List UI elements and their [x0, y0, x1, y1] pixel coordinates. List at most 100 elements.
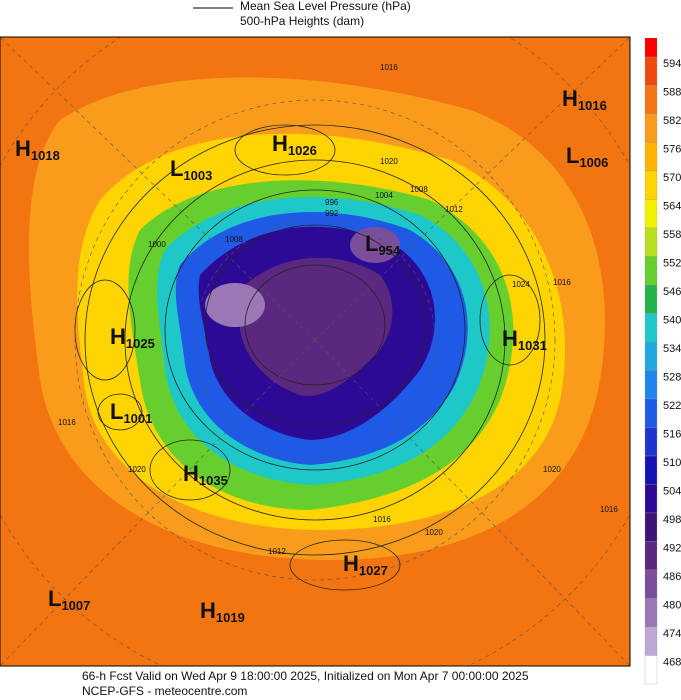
colorbar-swatch [644, 427, 658, 457]
isobar-label: 1016 [373, 515, 391, 524]
center-letter: L [566, 143, 579, 168]
colorbar-swatch [644, 341, 658, 371]
colorbar-label: 558 [663, 229, 681, 241]
center-value: 1035 [199, 473, 228, 488]
colorbar-swatch [644, 313, 658, 343]
pressure-center: L1001 [110, 399, 152, 427]
colorbar-swatch [644, 455, 658, 485]
colorbar-swatch [644, 113, 658, 143]
colorbar-label: 504 [663, 485, 681, 497]
colorbar-label: 564 [663, 200, 681, 212]
colorbar-swatch [644, 626, 658, 656]
center-value: 1016 [578, 98, 607, 113]
legend-text: Mean Sea Level Pressure (hPa) [240, 0, 411, 13]
center-value: 1018 [31, 148, 60, 163]
center-letter: H [110, 324, 126, 349]
colorbar-label: 582 [663, 115, 681, 127]
center-value: 1001 [123, 411, 152, 426]
colorbar-swatch [644, 56, 658, 86]
colorbar-label: 486 [663, 571, 681, 583]
center-value: 1019 [216, 610, 245, 625]
colorbar-label: 552 [663, 257, 681, 269]
pressure-center: H1026 [272, 131, 317, 159]
isobar-label: 1016 [58, 418, 76, 427]
center-letter: H [15, 136, 31, 161]
colorbar-swatch [644, 484, 658, 514]
map-frame [0, 36, 631, 667]
colorbar-swatch [644, 170, 658, 200]
center-letter: H [183, 461, 199, 486]
colorbar-label: 540 [663, 314, 681, 326]
center-letter: H [343, 551, 359, 576]
center-letter: H [502, 326, 518, 351]
center-letter: L [110, 399, 123, 424]
pressure-center: H1018 [15, 136, 60, 164]
isobar-label: 1012 [445, 205, 463, 214]
colorbar-label: 498 [663, 514, 681, 526]
center-value: 1025 [126, 336, 155, 351]
pressure-center: L954 [365, 231, 401, 259]
colorbar-label: 480 [663, 599, 681, 611]
center-value: 1031 [518, 338, 547, 353]
colorbar-label: 546 [663, 286, 681, 298]
colorbar-label: 528 [663, 371, 681, 383]
isobar-label: 1000 [148, 240, 166, 249]
colorbar-label: 576 [663, 143, 681, 155]
isobar-label: 1024 [512, 280, 530, 289]
isobar-label: 996 [325, 198, 339, 207]
isobar-label: 1020 [425, 528, 443, 537]
colorbar-swatch [644, 227, 658, 257]
colorbar-swatch [644, 256, 658, 286]
colorbar-label: 534 [663, 343, 681, 355]
pressure-center: H1035 [183, 461, 228, 489]
colorbar-label: 588 [663, 86, 681, 98]
center-value: 1003 [183, 168, 212, 183]
center-value: 1007 [61, 598, 90, 613]
center-value: 954 [378, 243, 400, 258]
isobar-label: 1008 [410, 185, 428, 194]
colorbar-swatch [644, 370, 658, 400]
pressure-center: H1027 [343, 551, 388, 579]
colorbar-swatch [644, 398, 658, 428]
isobar-label: 1016 [380, 63, 398, 72]
isobar-label: 1012 [268, 547, 286, 556]
isobar-label: 1020 [380, 157, 398, 166]
pressure-center: L1003 [170, 156, 212, 184]
colorbar-swatch [644, 655, 658, 685]
center-letter: H [272, 131, 288, 156]
pressure-center: H1031 [502, 326, 547, 354]
isobar-label: 1020 [128, 465, 146, 474]
colorbar-label: 516 [663, 428, 681, 440]
colorbar-swatch [644, 512, 658, 542]
pressure-center: L1006 [566, 143, 608, 171]
colorbar-swatch [644, 284, 658, 314]
colorbar-label: 474 [663, 628, 681, 640]
isobar-label: 992 [325, 209, 339, 218]
colorbar-swatch [644, 598, 658, 628]
center-value: 1006 [579, 155, 608, 170]
isobar-label: 1020 [543, 465, 561, 474]
colorbar-label: 492 [663, 542, 681, 554]
center-letter: H [562, 86, 578, 111]
footer-text: 66-h Fcst Valid on Wed Apr 9 18:00:00 20… [82, 669, 529, 683]
colorbar-swatch [644, 541, 658, 571]
footer-text: NCEP-GFS - meteocentre.com [82, 684, 247, 698]
colorbar-swatch [644, 569, 658, 599]
center-value: 1027 [359, 563, 388, 578]
colorbar-label: 570 [663, 172, 681, 184]
colorbar-label: 522 [663, 400, 681, 412]
center-letter: L [365, 231, 378, 256]
pressure-center: H1016 [562, 86, 607, 114]
center-value: 1026 [288, 143, 317, 158]
colorbar-label: 468 [663, 656, 681, 668]
pressure-center: H1025 [110, 324, 155, 352]
colorbar-top [645, 38, 657, 57]
isobar-label: 1004 [375, 191, 393, 200]
legend-text: 500-hPa Heights (dam) [240, 14, 364, 28]
center-letter: L [48, 586, 61, 611]
isobar-label: 1016 [600, 505, 618, 514]
colorbar-swatch [644, 85, 658, 115]
isobar-label: 1016 [553, 278, 571, 287]
